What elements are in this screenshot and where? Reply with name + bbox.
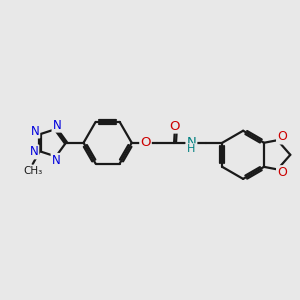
- Text: N: N: [52, 154, 60, 167]
- Text: N: N: [52, 119, 61, 132]
- Text: N: N: [31, 124, 39, 138]
- Text: H: H: [187, 144, 196, 154]
- Text: CH₃: CH₃: [23, 166, 42, 176]
- Text: O: O: [169, 120, 180, 133]
- Text: O: O: [277, 130, 287, 143]
- Text: O: O: [277, 166, 287, 179]
- Text: N: N: [187, 136, 196, 148]
- Text: O: O: [140, 136, 151, 149]
- Text: N: N: [30, 146, 38, 158]
